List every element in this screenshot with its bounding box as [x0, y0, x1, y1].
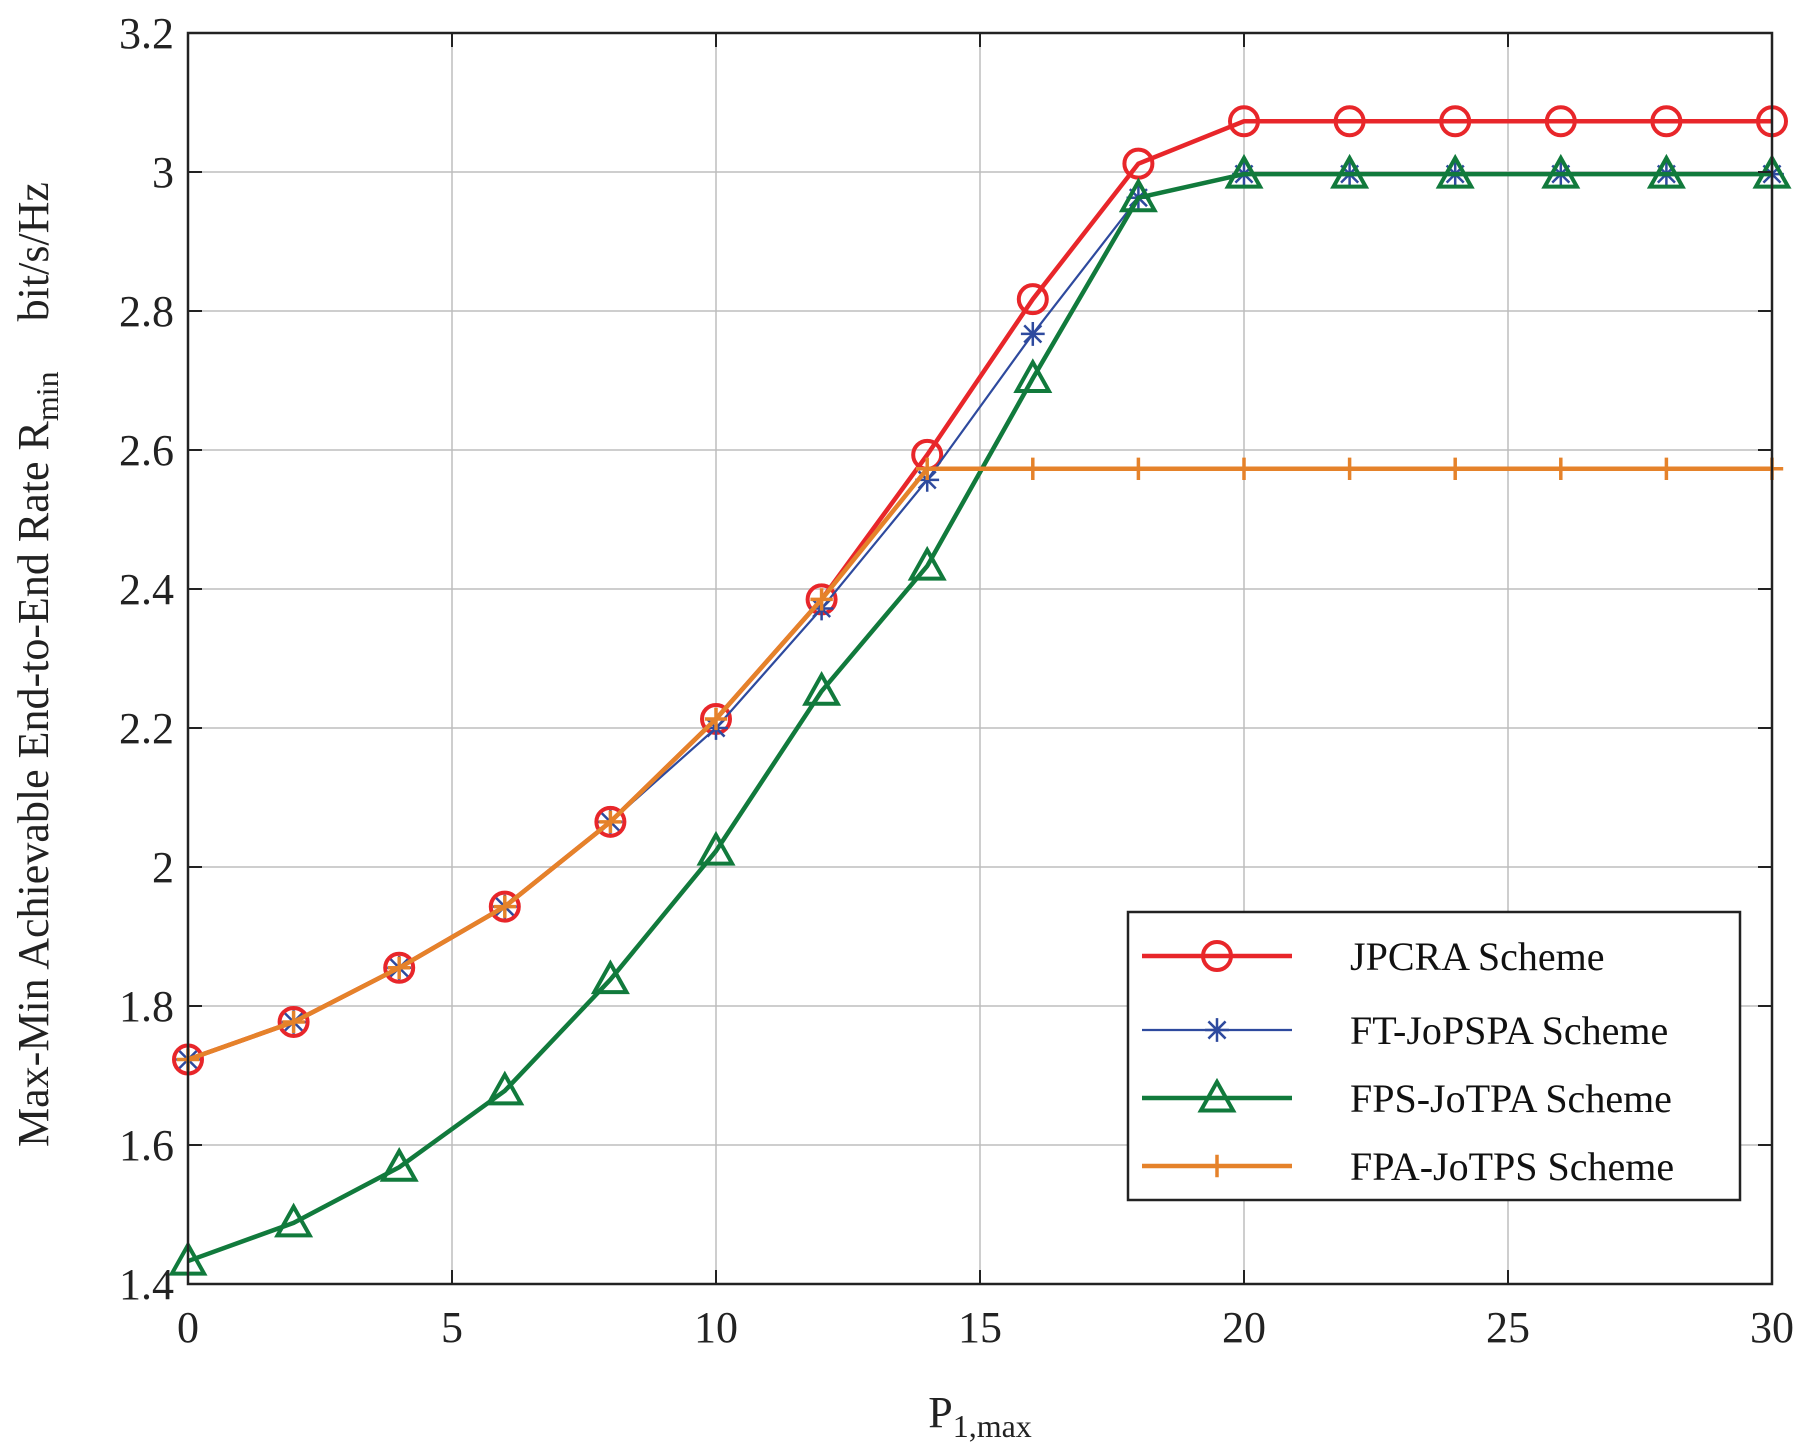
data-point-triangle — [485, 1070, 525, 1106]
series-layer — [168, 105, 1792, 1276]
y-axis-title-main: Max-Min Achievable End-to-End Rate R — [9, 420, 58, 1146]
legend-marker-circle — [1201, 940, 1233, 972]
data-point-triangle — [907, 545, 947, 581]
data-point-triangle — [1330, 153, 1370, 189]
data-point-triangle — [1118, 177, 1158, 213]
data-point-plus — [1444, 457, 1467, 480]
data-point-circle — [594, 805, 627, 838]
data-point-circle — [1228, 105, 1260, 138]
data-point-plus — [1338, 457, 1361, 480]
series-triangle — [168, 153, 1792, 1276]
y-tick-label: 2.8 — [119, 287, 174, 336]
data-point-plus — [704, 707, 728, 731]
data-point-plus — [1232, 457, 1256, 480]
y-tick-label: 2 — [152, 843, 174, 892]
y-tick-label: 2.4 — [119, 565, 174, 614]
y-tick-label: 1.4 — [119, 1260, 174, 1309]
data-point-triangle — [590, 959, 630, 995]
y-axis-title-unit: bit/s/Hz — [9, 182, 58, 321]
data-point-star — [1020, 322, 1045, 346]
data-point-triangle — [274, 1202, 314, 1238]
data-point-circle — [1333, 105, 1366, 138]
x-axis-title-subscript: 1,max — [953, 1408, 1032, 1444]
legend-label: JPCRA Scheme — [1350, 934, 1604, 979]
data-point-circle — [1544, 105, 1577, 138]
data-point-circle — [277, 1005, 310, 1038]
data-point-plus — [282, 1010, 305, 1034]
data-point-plus — [916, 457, 939, 480]
data-point-triangle — [696, 830, 736, 866]
data-point-circle — [383, 951, 416, 984]
x-tick-label: 30 — [1750, 1303, 1794, 1352]
y-axis-title-subscript: min — [29, 371, 65, 421]
x-tick-label: 20 — [1222, 1303, 1266, 1352]
data-point-triangle — [1224, 153, 1264, 189]
data-point-plus — [1021, 457, 1044, 480]
legend-label: FPA-JoTPS Scheme — [1350, 1144, 1674, 1189]
data-point-plus — [810, 588, 833, 611]
y-axis-title: Max-Min Achievable End-to-End Rate Rmin b… — [9, 182, 65, 1147]
y-tick-label: 2.2 — [119, 704, 174, 753]
x-tick-label: 15 — [958, 1303, 1002, 1352]
legend-item: JPCRA Scheme — [1142, 934, 1604, 979]
y-tick-label: 2.6 — [119, 426, 174, 475]
legend-marker-triangle — [1197, 1077, 1237, 1113]
data-point-circle — [1439, 105, 1472, 138]
x-tick-label: 10 — [694, 1303, 738, 1352]
series-line — [187, 171, 1772, 1264]
legend-item: FPA-JoTPS Scheme — [1142, 1144, 1674, 1189]
data-point-plus — [1549, 457, 1572, 480]
y-tick-label: 3.2 — [119, 9, 174, 58]
data-point-circle — [1650, 105, 1683, 138]
x-tick-label: 25 — [1486, 1303, 1530, 1352]
y-tick-label: 1.8 — [119, 982, 174, 1031]
data-point-circle — [488, 890, 521, 923]
data-point-triangle — [1013, 358, 1053, 393]
data-point-plus — [1655, 457, 1678, 480]
data-point-triangle — [1541, 153, 1581, 189]
legend-item: FT-JoPSPA Scheme — [1142, 1008, 1668, 1053]
legend-label: FT-JoPSPA Scheme — [1350, 1008, 1668, 1053]
legend-marker-plus — [1205, 1154, 1229, 1178]
data-point-triangle — [802, 670, 842, 706]
y-tick-label: 1.6 — [119, 1121, 174, 1170]
data-point-triangle — [1435, 153, 1475, 189]
legend-label: FPS-JoTPA Scheme — [1350, 1076, 1672, 1121]
x-axis-title: P1,max — [928, 1388, 1032, 1444]
legend-item: FPS-JoTPA Scheme — [1142, 1076, 1672, 1121]
series-line — [187, 466, 1772, 1062]
data-point-circle — [1016, 283, 1049, 316]
data-point-plus — [388, 956, 411, 979]
x-tick-label: 0 — [177, 1303, 199, 1352]
ticks: 0 5 10 15 20 25 30 1.4 1.6 1.8 2 2.2 2.4 2.6 2.8 3 3.2 — [119, 9, 1794, 1352]
data-point-plus — [599, 810, 622, 834]
legend: JPCRA Scheme FT-JoPSPA Scheme FPS-JoTPA Sc… — [1126, 910, 1742, 1202]
data-point-plus — [493, 895, 516, 918]
data-point-plus — [1127, 457, 1150, 480]
y-tick-label: 3 — [152, 148, 174, 197]
legend-marker-star — [1205, 1018, 1229, 1042]
data-point-triangle — [379, 1147, 419, 1182]
x-tick-label: 5 — [441, 1303, 463, 1352]
data-point-triangle — [1646, 153, 1686, 189]
x-axis-title-main: P — [928, 1388, 952, 1437]
